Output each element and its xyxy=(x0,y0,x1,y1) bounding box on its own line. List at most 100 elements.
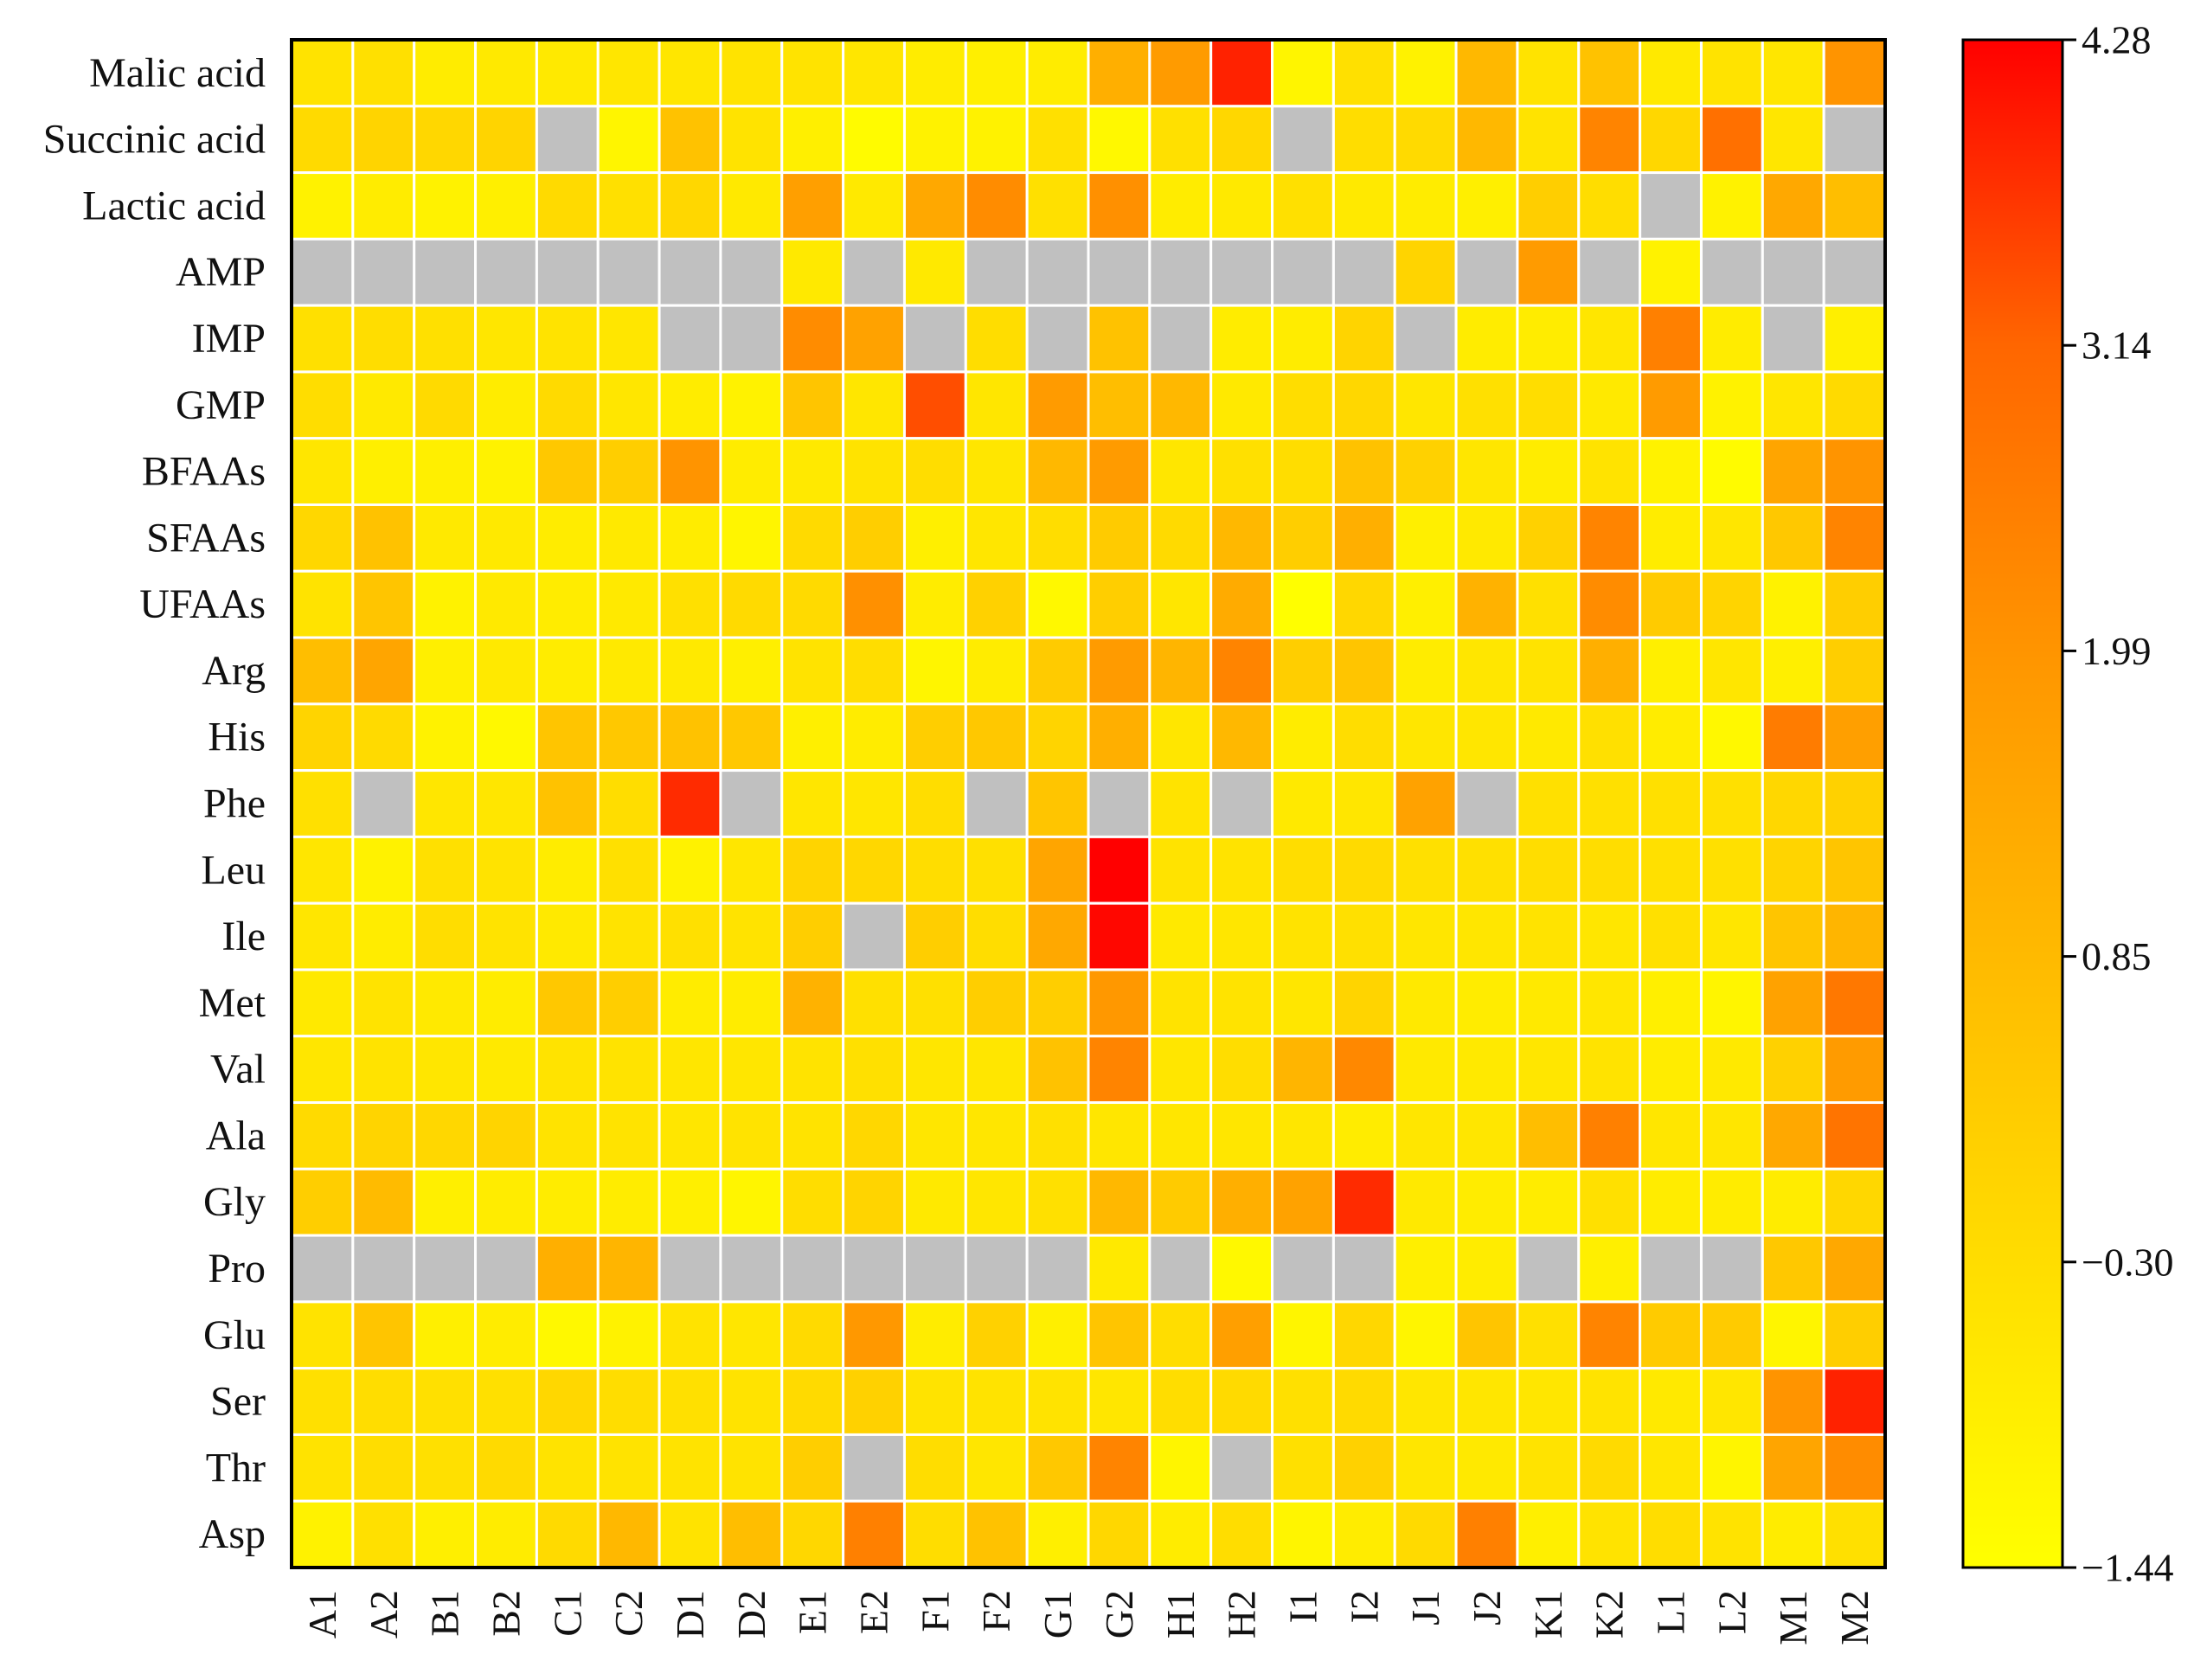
cell-val-k2 xyxy=(1577,1035,1642,1105)
cell-gmp-g2 xyxy=(1087,370,1152,440)
cell-leu-c2 xyxy=(596,835,661,905)
cell-thr-k2 xyxy=(1577,1433,1642,1503)
cell-glu-j1 xyxy=(1393,1300,1458,1370)
column-label-l2: L2 xyxy=(1710,1590,1754,1634)
cell-ser-e2 xyxy=(842,1367,906,1436)
row-label-arg: Arg xyxy=(202,648,266,694)
cell-lactic-acid-g1 xyxy=(1025,171,1090,240)
cell-ufaas-k1 xyxy=(1516,569,1581,639)
column-label-m2: M2 xyxy=(1832,1590,1876,1645)
cell-imp-b2 xyxy=(474,304,538,374)
cell-ala-i2 xyxy=(1331,1101,1396,1170)
cell-succinic-acid-k1 xyxy=(1516,105,1581,175)
cell-met-m1 xyxy=(1761,968,1825,1038)
cell-malic-acid-m2 xyxy=(1822,38,1887,108)
cell-gly-j2 xyxy=(1454,1167,1519,1237)
cell-ile-e2 xyxy=(842,901,906,971)
cell-arg-d2 xyxy=(719,636,784,706)
cell-his-b2 xyxy=(474,702,538,773)
cell-lactic-acid-h1 xyxy=(1148,171,1213,240)
cell-malic-acid-f1 xyxy=(902,38,967,108)
cell-succinic-acid-b1 xyxy=(413,105,478,175)
cell-pro-d2 xyxy=(719,1234,784,1304)
cell-met-e2 xyxy=(842,968,906,1038)
cell-succinic-acid-a2 xyxy=(351,105,416,175)
cell-his-d1 xyxy=(658,702,722,773)
cell-gly-m2 xyxy=(1822,1167,1887,1237)
cell-ile-a2 xyxy=(351,901,416,971)
row-label-malic-acid: Malic acid xyxy=(89,50,266,96)
cell-sfaas-e2 xyxy=(842,503,906,573)
cell-ala-g2 xyxy=(1087,1101,1152,1170)
cell-gly-f1 xyxy=(902,1167,967,1237)
row-label-ser: Ser xyxy=(210,1379,266,1425)
cell-arg-a1 xyxy=(290,636,355,706)
cell-arg-a2 xyxy=(351,636,416,706)
cell-ser-d1 xyxy=(658,1367,722,1436)
cell-pro-l2 xyxy=(1699,1234,1764,1304)
cell-ser-e1 xyxy=(780,1367,845,1436)
cell-ile-g2 xyxy=(1087,901,1152,971)
row-label-met: Met xyxy=(199,980,266,1026)
column-label-j2: J2 xyxy=(1465,1590,1509,1625)
cell-val-f1 xyxy=(902,1035,967,1105)
cell-asp-k2 xyxy=(1577,1499,1642,1569)
cell-asp-j2 xyxy=(1454,1499,1519,1569)
cell-gmp-i1 xyxy=(1271,370,1335,440)
column-label-m1: M1 xyxy=(1771,1590,1815,1645)
cell-amp-g2 xyxy=(1087,237,1152,307)
cell-sfaas-l2 xyxy=(1699,503,1764,573)
cell-malic-acid-e1 xyxy=(780,38,845,108)
cell-met-g2 xyxy=(1087,968,1152,1038)
cell-amp-f2 xyxy=(964,237,1029,307)
cell-ufaas-a2 xyxy=(351,569,416,639)
cell-val-c1 xyxy=(535,1035,600,1105)
cell-arg-i1 xyxy=(1271,636,1335,706)
cell-arg-h2 xyxy=(1209,636,1274,706)
cell-succinic-acid-i2 xyxy=(1331,105,1396,175)
column-label-l1: L1 xyxy=(1649,1590,1693,1634)
cell-met-k2 xyxy=(1577,968,1642,1038)
cell-pro-l1 xyxy=(1639,1234,1703,1304)
cell-asp-e2 xyxy=(842,1499,906,1569)
cell-imp-c1 xyxy=(535,304,600,374)
cell-pro-h1 xyxy=(1148,1234,1213,1304)
cell-succinic-acid-m2 xyxy=(1822,105,1887,175)
cell-met-c2 xyxy=(596,968,661,1038)
cell-his-k2 xyxy=(1577,702,1642,773)
row-label-amp: AMP xyxy=(176,249,266,295)
cell-bfaas-j2 xyxy=(1454,437,1519,506)
cell-gmp-b2 xyxy=(474,370,538,440)
cell-malic-acid-i2 xyxy=(1331,38,1396,108)
cell-amp-i1 xyxy=(1271,237,1335,307)
cell-gmp-d2 xyxy=(719,370,784,440)
cell-imp-m1 xyxy=(1761,304,1825,374)
cell-phe-i2 xyxy=(1331,769,1396,838)
heatmap-cells xyxy=(290,38,1887,1569)
cell-lactic-acid-d2 xyxy=(719,171,784,240)
cell-val-b1 xyxy=(413,1035,478,1105)
column-label-e2: E2 xyxy=(852,1590,896,1634)
cell-val-i1 xyxy=(1271,1035,1335,1105)
cell-phe-a1 xyxy=(290,769,355,838)
column-label-h1: H1 xyxy=(1158,1590,1203,1638)
cell-pro-j1 xyxy=(1393,1234,1458,1304)
cell-malic-acid-c1 xyxy=(535,38,600,108)
cell-arg-j2 xyxy=(1454,636,1519,706)
cell-gmp-h2 xyxy=(1209,370,1274,440)
cell-imp-g1 xyxy=(1025,304,1090,374)
cell-met-a1 xyxy=(290,968,355,1038)
cell-asp-d1 xyxy=(658,1499,722,1569)
cell-ala-e2 xyxy=(842,1101,906,1170)
cell-glu-d1 xyxy=(658,1300,722,1370)
cell-his-c1 xyxy=(535,702,600,773)
cell-ala-l2 xyxy=(1699,1101,1764,1170)
cell-asp-a1 xyxy=(290,1499,355,1569)
cell-asp-c1 xyxy=(535,1499,600,1569)
colorbar-tick-label: 4.28 xyxy=(2082,18,2152,62)
cell-glu-a2 xyxy=(351,1300,416,1370)
cell-thr-c1 xyxy=(535,1433,600,1503)
cell-gly-f2 xyxy=(964,1167,1029,1237)
cell-malic-acid-d2 xyxy=(719,38,784,108)
